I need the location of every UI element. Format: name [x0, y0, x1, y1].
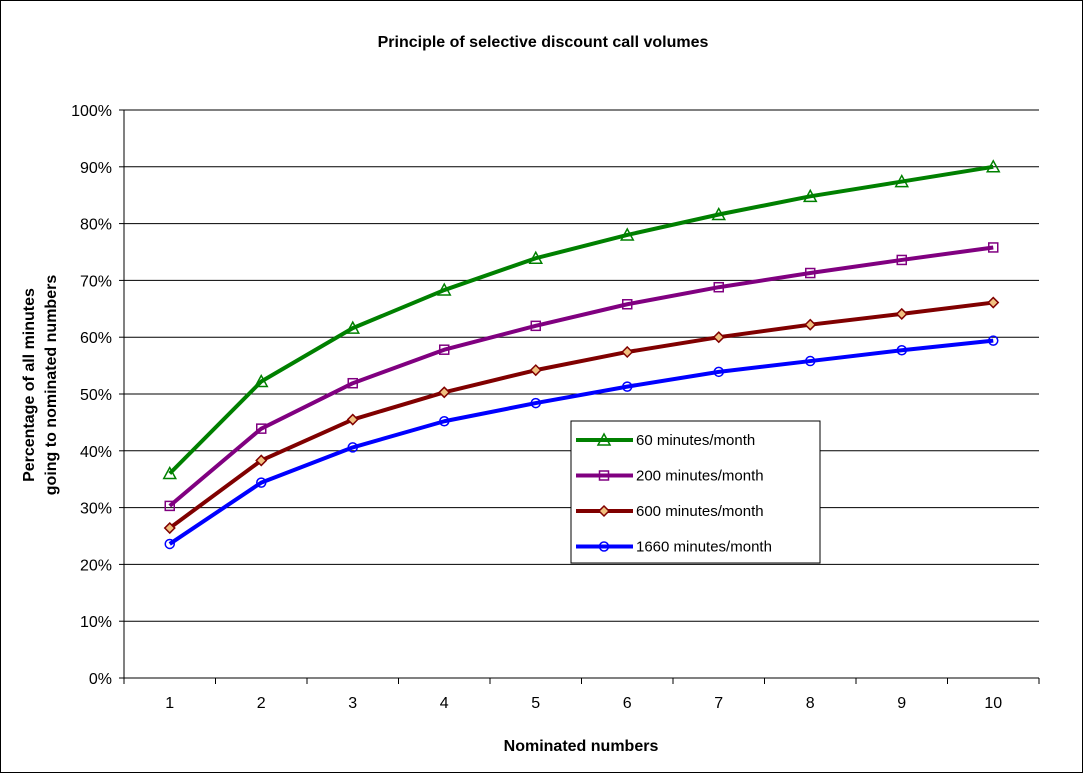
data-point-marker — [256, 423, 267, 434]
legend-box — [570, 420, 821, 564]
data-point-marker — [985, 159, 1001, 173]
x-tick-label: 10 — [984, 695, 1002, 712]
data-point-marker — [256, 477, 267, 488]
legend-marker — [598, 541, 610, 552]
data-point-marker — [712, 331, 725, 344]
data-point-marker — [896, 254, 907, 266]
x-tick-label: 9 — [897, 695, 906, 712]
data-point-marker — [439, 416, 450, 427]
gridlines — [124, 109, 1039, 622]
x-tick-label: 3 — [348, 695, 357, 712]
x-tick-label: 2 — [257, 695, 266, 712]
x-tick-label: 4 — [440, 695, 449, 712]
data-point-marker — [622, 381, 633, 392]
data-point-marker — [805, 355, 816, 367]
y-tick-label: 20% — [80, 557, 112, 574]
series-3 — [163, 296, 1000, 535]
data-point-marker — [529, 364, 542, 377]
legend-marker — [597, 504, 611, 518]
data-point-marker — [896, 345, 907, 356]
data-point-marker — [894, 174, 910, 188]
data-point-marker — [255, 454, 268, 467]
data-point-marker — [619, 227, 635, 241]
data-point-marker — [622, 299, 633, 310]
series-line — [168, 245, 994, 508]
y-tick-label: 100% — [71, 103, 112, 120]
y-axis-title-line2: going to nominated numbers — [43, 275, 60, 496]
data-point-marker — [528, 250, 544, 264]
data-point-marker — [802, 188, 818, 203]
data-point-marker — [713, 281, 724, 293]
legend-label: 1660 minutes/month — [636, 539, 772, 556]
data-point-marker — [621, 345, 634, 359]
y-axis-title-line1: Percentage of all minutes — [21, 288, 38, 482]
series-line — [168, 164, 994, 475]
data-point-marker — [530, 397, 541, 409]
data-point-marker — [805, 267, 816, 279]
data-point-marker — [804, 318, 817, 331]
data-point-marker — [439, 344, 450, 355]
data-point-marker — [164, 538, 175, 550]
data-point-marker — [436, 282, 452, 296]
data-point-marker — [345, 320, 361, 334]
x-tick-label: 5 — [531, 695, 540, 712]
data-point-marker — [346, 413, 359, 426]
legend-marker — [598, 470, 610, 481]
y-axis-title: Percentage of all minutes going to nomin… — [21, 275, 60, 496]
y-tick-label: 90% — [80, 160, 112, 177]
data-point-marker — [163, 521, 176, 535]
y-tick-label: 30% — [80, 501, 112, 518]
legend-label: 600 minutes/month — [636, 503, 764, 520]
x-tick-label: 1 — [165, 695, 174, 712]
x-tick-label: 6 — [623, 695, 632, 712]
data-point-marker — [438, 386, 451, 399]
y-tick-label: 10% — [80, 614, 112, 631]
data-point-marker — [347, 377, 358, 389]
data-point-marker — [988, 242, 999, 253]
data-point-marker — [988, 335, 999, 346]
series-line — [168, 300, 994, 530]
x-tick-label: 7 — [714, 695, 723, 712]
y-tick-label: 60% — [80, 330, 112, 347]
data-point-marker — [162, 465, 178, 480]
data-point-marker — [987, 296, 1000, 309]
series-group — [162, 159, 1001, 550]
y-axis-ticks: 0% 10% 20% 30% 40% 50% 60% 70% 80% 90% 100% — [71, 103, 124, 688]
data-point-marker — [164, 500, 175, 512]
series-line — [168, 338, 994, 546]
data-point-marker — [253, 373, 269, 388]
series-4 — [164, 335, 999, 550]
legend: 60 minutes/month 200 minutes/month 600 min… — [570, 420, 821, 564]
y-tick-label: 80% — [80, 217, 112, 234]
legend-label: 60 minutes/month — [636, 432, 755, 449]
y-tick-label: 70% — [80, 273, 112, 290]
y-tick-label: 50% — [80, 387, 112, 404]
data-point-marker — [711, 206, 727, 221]
chart-title: Principle of selective discount call vol… — [378, 34, 709, 51]
data-point-marker — [895, 307, 908, 320]
data-point-marker — [530, 320, 541, 332]
x-axis-title: Nominated numbers — [504, 738, 659, 755]
legend-label: 200 minutes/month — [636, 468, 764, 485]
data-point-marker — [347, 442, 358, 453]
legend-marker — [596, 432, 612, 446]
series-1 — [162, 159, 1001, 480]
x-axis-ticks: 1 2 3 4 5 6 7 8 9 10 — [123, 678, 1040, 712]
x-tick-label: 8 — [806, 695, 815, 712]
data-point-marker — [713, 366, 724, 378]
y-tick-label: 40% — [80, 444, 112, 461]
series-2 — [164, 242, 999, 512]
y-tick-label: 0% — [89, 671, 112, 688]
